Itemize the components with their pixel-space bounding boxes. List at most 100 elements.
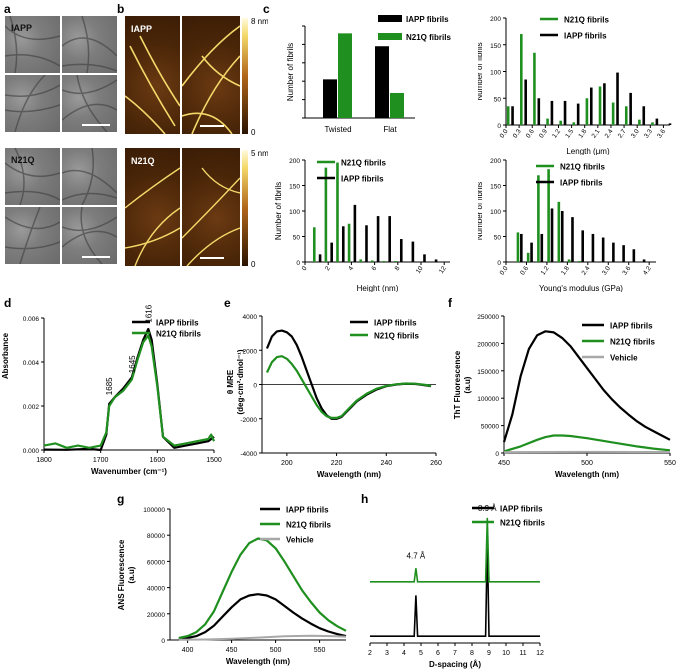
x-tick-label: 7	[453, 650, 457, 657]
x-tick-label: 0.6	[525, 128, 536, 140]
x-tick-label: Twisted	[324, 125, 351, 134]
colorbar-top	[242, 18, 248, 134]
x-tick-label: 3.0	[601, 265, 612, 277]
histogram-bar	[516, 232, 520, 262]
y-tick-label: 50	[494, 96, 502, 103]
histogram-bar	[591, 233, 595, 262]
y-tick-label: 150	[490, 184, 501, 191]
y-tick-label: 0	[161, 638, 165, 645]
x-tick-label: 5	[419, 650, 423, 657]
afm-label-iapp: IAPP	[131, 24, 153, 34]
chart-length-histogram: 0 50 100 150 200 0.0 0.3 0.6 0.9 1.2 1.5 1.8 2.1 2.4 2…	[478, 16, 672, 155]
histogram-bar	[540, 233, 544, 262]
fibril-texture	[62, 207, 117, 264]
x-tick-label: 2.4	[581, 265, 592, 277]
peak-annotation: 1685	[105, 377, 114, 395]
y-tick-label: 4000	[243, 314, 258, 321]
legend-label: N21Q fibrils	[156, 330, 201, 339]
fibril-texture	[182, 167, 240, 266]
histogram-bar	[632, 249, 636, 262]
x-tick-label: 3	[385, 650, 389, 657]
fibril-texture	[62, 16, 117, 73]
fibril-texture	[5, 148, 60, 205]
series-line	[265, 329, 432, 420]
x-tick-label: 550	[314, 647, 326, 654]
y-tick-label: 100	[490, 70, 501, 77]
x-tick-label: 0.6	[519, 265, 530, 277]
peak-annotation: 1645	[128, 355, 137, 373]
histogram-bar	[330, 242, 333, 262]
y-axis-label: Number of fibrils	[478, 182, 484, 240]
x-tick-label: 450	[226, 647, 238, 654]
colorbar-top-max: 8 nm	[251, 17, 268, 26]
histogram-bar	[394, 260, 397, 262]
y-tick-label: 200	[289, 158, 300, 165]
y-axis-label: Absorbance	[1, 332, 10, 379]
x-tick-label: 8	[394, 265, 402, 272]
fibril-texture	[5, 207, 60, 264]
afm-image	[182, 16, 240, 134]
x-axis-label: Height (nm)	[357, 284, 399, 292]
afm-image	[182, 148, 240, 266]
y-tick-label: 0	[497, 123, 501, 130]
histogram-bar	[382, 260, 386, 262]
x-tick-label: 3.6	[621, 265, 632, 277]
panel-letter-b: b	[117, 2, 125, 16]
histogram-bar	[318, 254, 322, 262]
chart-ftir: 0.000 0.002 0.004 0.006 1800 1700 1600 1500 Wave…	[1, 304, 222, 476]
histogram-bar	[546, 118, 549, 125]
x-axis-label: D-spacing (Å)	[429, 660, 481, 669]
series-line	[178, 634, 347, 641]
tem-image	[62, 75, 117, 132]
histogram-bar	[655, 118, 659, 125]
y-tick-label: 0	[296, 260, 300, 267]
histogram-bar	[603, 83, 606, 125]
series-line	[43, 327, 215, 452]
tem-label-n21q: N21Q	[11, 155, 35, 165]
x-tick-label: 500	[581, 460, 593, 467]
y-axis-label: (deg·cm²·dmol⁻¹)	[236, 349, 245, 414]
histogram-bar	[547, 169, 550, 262]
y-tick-label: 100	[289, 209, 300, 216]
y-axis-label: Number of fibrils	[274, 182, 283, 240]
histogram-bar	[336, 162, 339, 262]
histogram-bar	[520, 34, 523, 125]
x-tick-label: 11	[519, 650, 526, 657]
scale-bar	[82, 256, 110, 258]
y-tick-label: 2000	[243, 348, 258, 355]
x-tick-label: 4	[402, 650, 406, 657]
histogram-bar	[550, 100, 554, 125]
y-tick-label: 20000	[147, 612, 165, 619]
histogram-bar	[526, 252, 530, 262]
histogram-bar	[365, 225, 368, 262]
x-tick-label: 1.8	[560, 265, 571, 277]
y-tick-label: 50000	[481, 424, 499, 431]
tem-image: IAPP	[5, 16, 60, 73]
legend-label: Vehicle	[610, 354, 638, 363]
fibril-texture	[5, 75, 60, 132]
histogram-bar	[520, 233, 523, 262]
y-tick-label: 200000	[477, 341, 499, 348]
histogram-bar	[612, 242, 615, 262]
x-tick-label: 0.3	[512, 128, 523, 140]
panel-letter-g: g	[117, 492, 125, 506]
y-tick-label: 0.000	[23, 448, 40, 455]
y-tick-label: 0	[495, 451, 499, 458]
afm-image: IAPP	[125, 16, 180, 134]
y-tick-label: 80000	[147, 533, 165, 540]
histogram-bar	[359, 259, 362, 262]
y-tick-label: -4000	[240, 451, 257, 458]
x-tick-label: 12	[536, 650, 544, 657]
histogram-bar	[576, 103, 580, 125]
tem-image	[62, 148, 117, 205]
fibril-texture	[125, 35, 180, 134]
tem-image	[62, 207, 117, 264]
peak-annotation: 4.7 Å	[407, 552, 426, 561]
y-tick-label: 150000	[477, 369, 499, 376]
x-tick-label: 260	[430, 460, 442, 467]
x-axis-label: Length (μm)	[566, 147, 610, 155]
legend-label: N21Q fibrils	[564, 16, 609, 25]
x-tick-label: 220	[331, 460, 343, 467]
afm-label-n21q: N21Q	[131, 156, 155, 166]
